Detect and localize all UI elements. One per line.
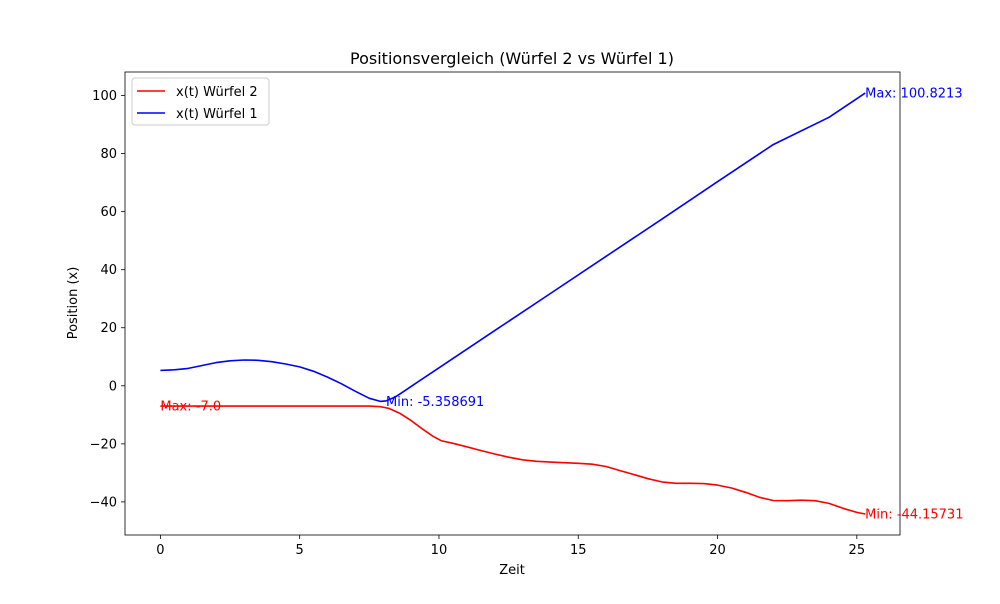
axes-frame xyxy=(124,71,901,536)
y-tick-label: 60 xyxy=(100,205,117,220)
y-tick-label: −20 xyxy=(90,437,117,452)
y-tick-label: 80 xyxy=(100,147,117,162)
x-tick-label: 15 xyxy=(570,543,587,558)
y-axis-label: Position (x) xyxy=(66,267,81,340)
y-tick-label: −40 xyxy=(90,495,117,510)
legend: x(t) Würfel 2 x(t) Würfel 1 xyxy=(131,77,270,126)
annotation-label: Min: -44.15731 xyxy=(865,507,963,522)
chart-title: Positionsvergleich (Würfel 2 vs Würfel 1… xyxy=(350,49,674,68)
y-tick-label: 0 xyxy=(109,379,117,394)
x-tick-label: 25 xyxy=(849,543,866,558)
y-tick-label: 20 xyxy=(100,321,117,336)
annotation-label: Max: -7.0 xyxy=(160,400,221,415)
legend-box xyxy=(131,77,270,126)
series-line-1 xyxy=(160,405,866,515)
x-tick-label: 10 xyxy=(431,543,448,558)
x-axis-label: Zeit xyxy=(499,563,525,578)
x-tick-label: 20 xyxy=(709,543,726,558)
annotation-label: Min: -5.358691 xyxy=(386,395,484,410)
legend-label: x(t) Würfel 1 xyxy=(176,107,258,122)
x-tick-label: 0 xyxy=(156,543,164,558)
x-tick-label: 5 xyxy=(296,543,304,558)
legend-label: x(t) Würfel 2 xyxy=(176,85,258,100)
y-tick-label: 100 xyxy=(92,89,117,104)
y-tick-label: 40 xyxy=(100,263,117,278)
plot-area: 0 5 10 15 20 25 −40 −20 0 20 40 60 80 100 Max: -7.0 Min… xyxy=(90,71,963,558)
annotation-label: Max: 100.8213 xyxy=(865,87,962,102)
series-line-2 xyxy=(160,92,866,403)
